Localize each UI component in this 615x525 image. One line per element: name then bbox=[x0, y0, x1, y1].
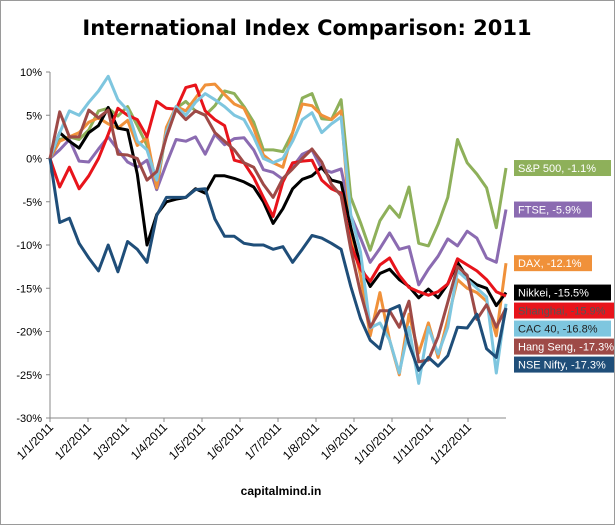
x-tick-label: 1/5/2011 bbox=[166, 420, 209, 463]
x-tick-label: 1/12/2011 bbox=[427, 420, 474, 467]
x-tick-label: 1/2/2011 bbox=[52, 420, 95, 463]
series-line-nikkei bbox=[48, 106, 508, 308]
series-label-text: S&P 500, -1.1% bbox=[518, 163, 596, 175]
y-tick-label: 0% bbox=[26, 154, 42, 166]
x-tick-label: 1/7/2011 bbox=[242, 420, 285, 463]
series-line-hang-seng bbox=[48, 107, 508, 364]
series-label-box bbox=[514, 338, 614, 355]
series-label-box bbox=[514, 356, 614, 373]
credit-text: capitalmind.in bbox=[241, 484, 322, 498]
series-line-s-p-500 bbox=[48, 89, 508, 252]
x-tick-label: 1/8/2011 bbox=[280, 420, 323, 463]
x-tick-label: 1/1/2011 bbox=[14, 420, 57, 463]
series-label-box bbox=[514, 320, 611, 337]
series-lines bbox=[48, 74, 508, 385]
series-label-text: Hang Seng, -17.3% bbox=[518, 342, 614, 354]
y-tick-label: 5% bbox=[26, 110, 42, 122]
series-line-cac-40 bbox=[48, 74, 508, 385]
y-tick-label: -30% bbox=[16, 413, 42, 425]
y-axis-ticks: 10% 5% 0% -5% -10% -15% -20% -25% -30% bbox=[16, 67, 50, 425]
series-label-text: CAC 40, -16.8% bbox=[518, 324, 598, 336]
y-tick-label: -10% bbox=[16, 240, 42, 252]
series-line-shanghai bbox=[48, 83, 507, 298]
x-axis-ticks: 1/1/20111/2/20111/3/20111/4/20111/5/2011… bbox=[14, 418, 474, 467]
series-label-box bbox=[514, 255, 592, 272]
x-tick-label: 1/10/2011 bbox=[351, 420, 398, 467]
y-tick-label: -15% bbox=[16, 283, 42, 295]
y-tick-label: -25% bbox=[16, 370, 42, 382]
series-line-ftse bbox=[49, 132, 508, 287]
chart-title: International Index Comparison: 2011 bbox=[82, 16, 531, 40]
series-label-text: DAX, -12.1% bbox=[518, 258, 582, 270]
y-tick-label: 10% bbox=[20, 67, 42, 79]
series-label-box bbox=[514, 302, 614, 319]
series-label-text: Shanghai, -15.9% bbox=[518, 306, 606, 318]
series-line-nse-nifty bbox=[48, 158, 508, 372]
x-tick-label: 1/4/2011 bbox=[128, 420, 171, 463]
series-label-text: FTSE, -5.9% bbox=[518, 205, 581, 217]
series-label-text: Nikkei, -15.5% bbox=[518, 288, 589, 300]
series-end-labels: S&P 500, -1.1% FTSE, -5.9% DAX, -12.1% Nikk… bbox=[514, 160, 614, 373]
x-tick-label: 1/6/2011 bbox=[204, 420, 247, 463]
series-label-box bbox=[514, 201, 592, 218]
series-label-box bbox=[514, 284, 611, 301]
series-label-box bbox=[514, 160, 611, 177]
y-tick-label: -20% bbox=[16, 327, 42, 339]
x-tick-label: 1/3/2011 bbox=[90, 420, 133, 463]
y-tick-label: -5% bbox=[22, 197, 42, 209]
series-label-text: NSE Nifty, -17.3% bbox=[518, 360, 606, 372]
